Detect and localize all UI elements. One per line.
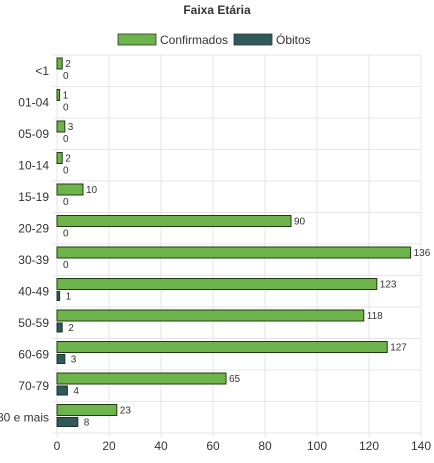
- legend-obitos-swatch: [233, 33, 273, 46]
- bar-confirmados: [56, 120, 66, 133]
- bar-obitos: [56, 322, 63, 333]
- data-label-obitos: 8: [84, 418, 90, 429]
- bar-obitos: [56, 291, 61, 301]
- bar-obitos: [56, 385, 68, 396]
- data-label-confirmados: 1: [63, 91, 69, 102]
- category-label: 60-69: [18, 347, 49, 361]
- bar-confirmados: [56, 246, 412, 259]
- data-label-confirmados: 3: [68, 122, 74, 133]
- bar-obitos: [56, 354, 66, 364]
- bar-confirmados: [56, 372, 227, 385]
- data-label-confirmados: 118: [367, 311, 383, 322]
- x-tick-label: 140: [411, 439, 431, 453]
- data-label-confirmados: 136: [414, 248, 431, 259]
- bar-confirmados: [56, 341, 388, 353]
- category-label: 70-79: [18, 379, 49, 393]
- x-tick-label: 40: [154, 439, 168, 453]
- data-label-confirmados: 127: [390, 343, 407, 354]
- category-label: 20-29: [18, 221, 49, 235]
- data-label-obitos: 0: [63, 229, 69, 240]
- category-label: 01-04: [18, 95, 49, 109]
- data-label-obitos: 0: [63, 260, 69, 271]
- x-axis-ticks: 0 20 40 60 80 100 120 140: [54, 439, 432, 453]
- chart-title: Faixa Etária: [183, 3, 251, 17]
- bar-confirmados: [56, 152, 63, 164]
- category-label: 10-14: [18, 158, 49, 172]
- legend-confirmados: Confirmados: [117, 33, 228, 47]
- bar-obitos: [56, 417, 79, 427]
- data-label-obitos: 2: [68, 323, 74, 334]
- data-label-confirmados: 10: [86, 185, 98, 196]
- data-label-obitos: 3: [71, 355, 77, 366]
- bar-confirmados: [56, 215, 292, 227]
- data-label-obitos: 0: [63, 166, 69, 177]
- data-label-confirmados: 65: [229, 374, 241, 385]
- category-label: <1: [35, 64, 49, 78]
- legend-obitos-label: Óbitos: [276, 32, 311, 47]
- bar-confirmados: [56, 309, 365, 322]
- data-label-obitos: 4: [73, 386, 79, 397]
- legend-confirmados-swatch: [117, 33, 157, 46]
- category-label: 30-39: [18, 253, 49, 267]
- category-label: 15-19: [18, 190, 49, 204]
- data-label-confirmados: 2: [65, 154, 71, 165]
- legend-obitos: Óbitos: [233, 32, 311, 47]
- data-label-obitos: 0: [63, 103, 69, 114]
- category-label: 05-09: [18, 127, 49, 141]
- legend-confirmados-label: Confirmados: [160, 33, 228, 47]
- data-label-obitos: 0: [63, 71, 69, 82]
- category-label: 40-49: [18, 284, 49, 298]
- data-label-obitos: 0: [63, 134, 69, 145]
- data-label-obitos: 1: [66, 292, 72, 303]
- legend: Confirmados Óbitos: [117, 32, 311, 47]
- x-tick-label: 100: [307, 439, 327, 453]
- grid: [53, 54, 422, 437]
- bar-confirmados: [56, 57, 63, 70]
- data-label-confirmados: 23: [120, 406, 132, 417]
- data-label-confirmados: 90: [294, 217, 306, 228]
- x-tick-label: 0: [54, 439, 61, 453]
- x-tick-label: 60: [206, 439, 220, 453]
- category-labels: <1 01-04 05-09 10-14 15-19 20-29 30-39 40-49 50-…: [0, 64, 49, 425]
- data-label-confirmados: 123: [380, 280, 397, 291]
- category-label: 50-59: [18, 316, 49, 330]
- bar-confirmados: [56, 278, 378, 290]
- bar-confirmados: [56, 89, 61, 101]
- bar-confirmados: [56, 404, 118, 416]
- x-tick-label: 80: [258, 439, 272, 453]
- category-label: 80 e mais: [0, 410, 49, 424]
- bar-confirmados: [56, 183, 84, 196]
- data-label-confirmados: 2: [65, 59, 71, 70]
- x-tick-label: 120: [359, 439, 379, 453]
- x-tick-label: 20: [102, 439, 116, 453]
- data-label-obitos: 0: [63, 197, 69, 208]
